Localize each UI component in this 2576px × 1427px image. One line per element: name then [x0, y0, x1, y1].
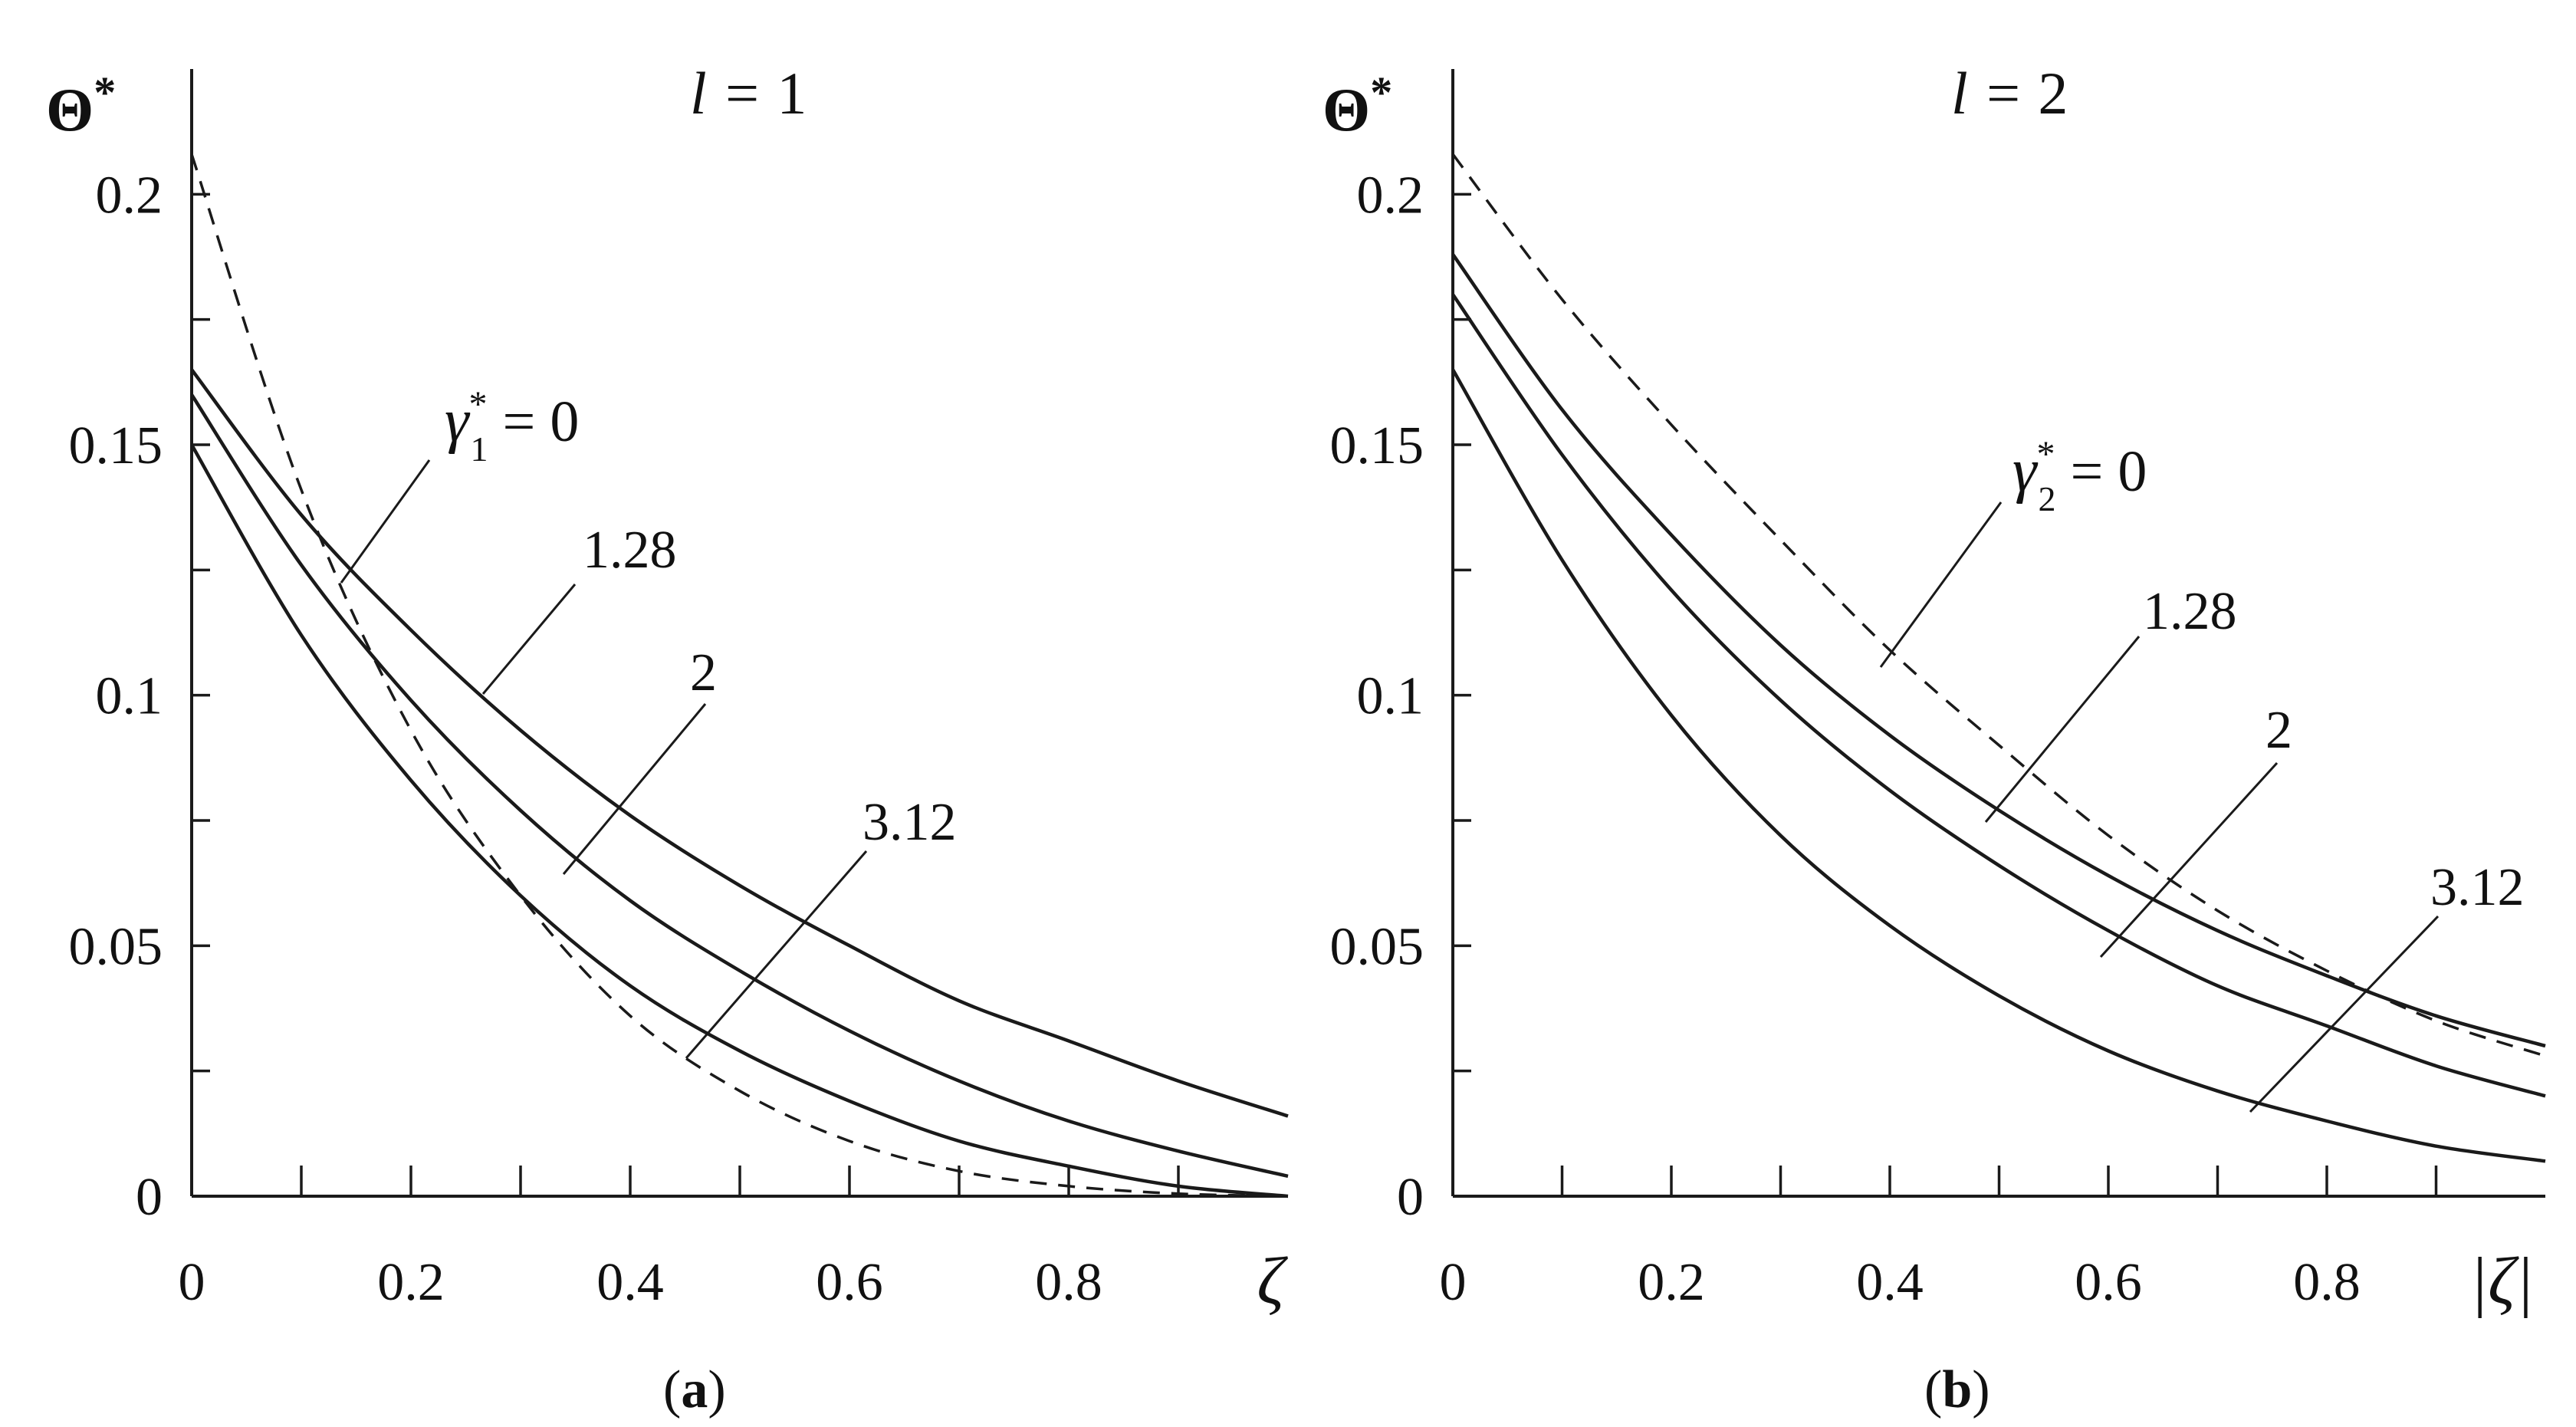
x-tick-label: 0.6: [2075, 1253, 2142, 1312]
y-tick-label: 0.15: [1330, 416, 1424, 475]
x-axis-label: |ζ|: [2469, 1245, 2534, 1319]
series-line-2: [190, 393, 1289, 1179]
series-label-2: 2: [690, 643, 717, 702]
x-tick-label: 0.6: [816, 1253, 883, 1312]
leader-line-0: [340, 459, 431, 584]
y-tick-label: 0.15: [69, 416, 163, 475]
panel-title: l = 2: [1951, 60, 2068, 127]
x-tick-label: 0.4: [1856, 1253, 1924, 1312]
panel-title: l = 1: [690, 60, 807, 127]
series-label-1.28: 1.28: [583, 521, 677, 580]
x-tick-label: 0.2: [377, 1253, 445, 1312]
panel-caption: (b): [1924, 1360, 1990, 1419]
series-line-0: [190, 153, 1289, 1198]
leader-line-0: [1879, 501, 2003, 668]
x-tick-label: 0: [1440, 1253, 1467, 1312]
y-tick-label: 0.1: [96, 667, 163, 726]
series-label-3.12: 3.12: [863, 793, 957, 852]
y-tick-label: 0.2: [1357, 166, 1424, 225]
leader-line-3.12: [685, 850, 868, 1059]
series-line-1.28: [190, 368, 1289, 1118]
y-tick-label: 0.1: [1357, 667, 1424, 726]
series-line-3.12: [190, 443, 1289, 1198]
panel-a: 0 0.05 0.1 0.15 0.2 0 0.2 0.4 0.6 0.8 Θ* ζ l = 1 γ* 1 …: [46, 60, 1289, 1419]
series-line-2: [1451, 293, 2546, 1098]
y-tick-label: 0: [136, 1168, 163, 1227]
leader-line-2: [2099, 761, 2279, 958]
y-tick-label: 0.05: [1330, 917, 1424, 976]
series-label-1.28: 1.28: [2143, 582, 2237, 641]
x-tick-label: 0.8: [2293, 1253, 2361, 1312]
panel-b: 0 0.05 0.1 0.15 0.2 0 0.2 0.4 0.6 0.8 Θ* |ζ| l = 2 γ*…: [1322, 60, 2546, 1419]
leader-line-2: [562, 703, 707, 875]
leader-line-1.28: [1984, 636, 2141, 823]
series-label-0: γ* 2 = 0: [2013, 434, 2147, 518]
y-tick-label: 0: [1397, 1168, 1424, 1227]
panel-caption: (a): [663, 1360, 726, 1419]
series-label-3.12: 3.12: [2430, 858, 2525, 917]
series-line-1.28: [1451, 253, 2546, 1048]
y-tick-label: 0.05: [69, 917, 163, 976]
x-tick-label: 0.8: [1035, 1253, 1102, 1312]
leader-line-3.12: [2249, 915, 2440, 1113]
series-line-3.12: [1451, 368, 2546, 1163]
series-label-0: γ* 1 = 0: [445, 384, 579, 469]
x-tick-label: 0.4: [596, 1253, 664, 1312]
x-tick-label: 0.2: [1638, 1253, 1705, 1312]
y-axis-label: Θ*: [1322, 67, 1392, 144]
y-tick-label: 0.2: [96, 166, 163, 225]
series-label-2: 2: [2266, 701, 2292, 760]
x-axis-label: ζ: [1257, 1245, 1288, 1319]
leader-line-1.28: [481, 584, 577, 695]
y-axis-label: Θ*: [46, 67, 116, 144]
x-tick-label: 0: [179, 1253, 205, 1312]
series-line-0: [1451, 153, 2546, 1057]
